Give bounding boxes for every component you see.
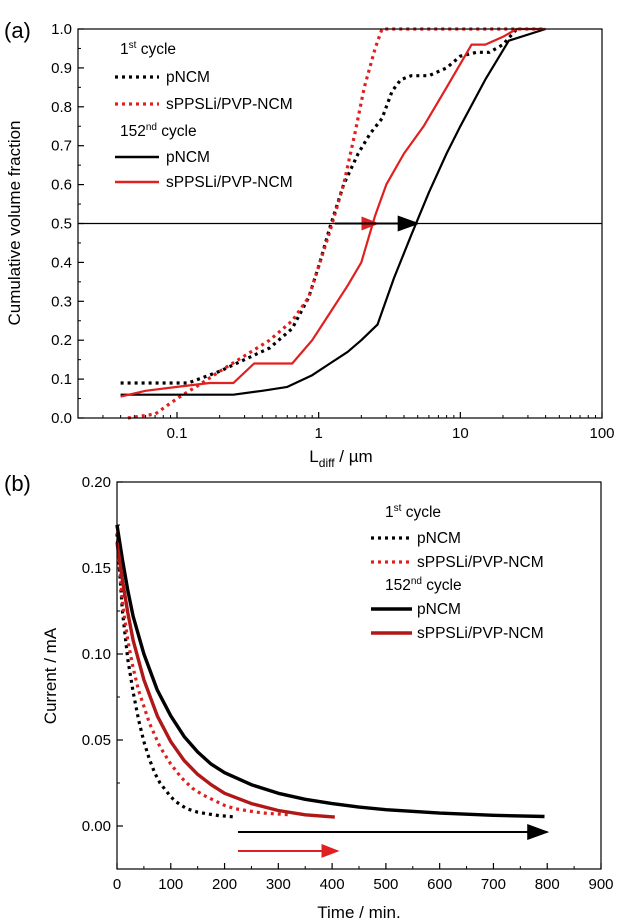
series-a-sppsli-pvp-ncm-152nd (120, 27, 546, 398)
y-tick-label: 1.0 (51, 21, 72, 38)
panel-a-y-axis-label: Cumulative volume fraction (5, 120, 24, 325)
x-tick-label: 300 (266, 876, 291, 893)
y-tick-label: 0.15 (82, 560, 111, 577)
legend-a-label-pncm-1st: pNCM (166, 69, 210, 86)
y-tick-label: 0.7 (51, 138, 72, 155)
series-a-pncm-1st (120, 27, 518, 385)
legend-a-label-pncm-152nd: pNCM (166, 149, 210, 166)
panel-a-x-axis-label: Ldiff / µm (309, 447, 372, 470)
panel-b-legend: 1st cycle pNCM sPPSLi/PVP-NCM 152nd cycl… (371, 503, 544, 642)
panel-b-frame (116, 481, 602, 870)
panel-b: (b) 0 100 200 300 400 500 600 700 800 900 0.00 0.05… (4, 471, 614, 922)
x-tick-label: 600 (427, 876, 452, 893)
series-a-pncm-152nd (120, 27, 546, 396)
legend-a-group-152nd-cycle: 152nd cycle (120, 122, 197, 140)
y-tick-label: 0.4 (51, 254, 72, 271)
y-tick-label: 0.2 (51, 332, 72, 349)
legend-b-label-pncm-1st: pNCM (417, 530, 461, 547)
legend-b-group-1st-cycle: 1st cycle (385, 503, 441, 521)
y-tick-label: 0.5 (51, 216, 72, 233)
series-b-pncm-1st (115, 533, 236, 819)
panel-b-x-axis-label: Time / min. (317, 903, 400, 922)
x-tick-label: 0 (113, 876, 121, 893)
x-tick-label: 200 (212, 876, 237, 893)
y-tick-label: 0.05 (82, 732, 111, 749)
panel-a-frame (77, 28, 603, 419)
panel-a-legend: 1st cycle pNCM sPPSLi/PVP-NCM 152nd cycl… (115, 40, 293, 191)
y-tick-label: 0.0 (51, 410, 72, 427)
legend-b-label-sppsli-152nd: sPPSLi/PVP-NCM (417, 625, 544, 642)
x-tick-label: 0.1 (167, 425, 188, 442)
x-tick-label: 10 (452, 425, 469, 442)
legend-a-label-sppsli-152nd: sPPSLi/PVP-NCM (166, 174, 293, 191)
legend-a-group-1st-cycle: 1st cycle (120, 40, 176, 58)
y-tick-label: 0.20 (82, 474, 111, 491)
legend-a-label-sppsli-1st: sPPSLi/PVP-NCM (166, 96, 293, 113)
panel-label-b: (b) (4, 471, 31, 496)
y-tick-label: 0.6 (51, 177, 72, 194)
panel-b-plot-area: 0 100 200 300 400 500 600 700 800 900 0.00 0.05 0.10… (82, 474, 614, 893)
x-tick-label: 1 (315, 425, 323, 442)
legend-b-label-sppsli-1st: sPPSLi/PVP-NCM (417, 554, 544, 571)
series-b-sppsli-pvp-ncm-1st (115, 524, 290, 817)
legend-b-group-152nd-cycle: 152nd cycle (385, 576, 462, 594)
panel-a: (a) 0.1 1 10 100 0.0 0.1 0.2 0.3 0.4 0.5 0.6 0.7 0.8… (4, 18, 615, 470)
panel-b-y-axis-label: Current / mA (41, 627, 60, 724)
y-tick-label: 0.8 (51, 99, 72, 116)
panel-label-a: (a) (4, 18, 31, 43)
x-tick-label: 800 (535, 876, 560, 893)
y-tick-label: 0.9 (51, 60, 72, 77)
x-tick-label: 700 (481, 876, 506, 893)
series-b-sppsli-pvp-ncm-152nd (115, 541, 335, 819)
x-tick-label: 500 (373, 876, 398, 893)
series-b-pncm-152nd (115, 524, 545, 819)
y-tick-label: 0.3 (51, 293, 72, 310)
panel-a-plot-area: 0.1 1 10 100 0.0 0.1 0.2 0.3 0.4 0.5 0.6 0.7 0.8 0.9 1… (51, 21, 614, 442)
y-tick-label: 0.1 (51, 371, 72, 388)
legend-b-label-pncm-152nd: pNCM (417, 601, 461, 618)
x-tick-label: 400 (320, 876, 345, 893)
y-tick-label: 0.10 (82, 646, 111, 663)
y-tick-label: 0.00 (82, 818, 111, 835)
x-tick-label: 100 (158, 876, 183, 893)
x-tick-label: 900 (588, 876, 613, 893)
x-tick-label: 100 (589, 425, 614, 442)
